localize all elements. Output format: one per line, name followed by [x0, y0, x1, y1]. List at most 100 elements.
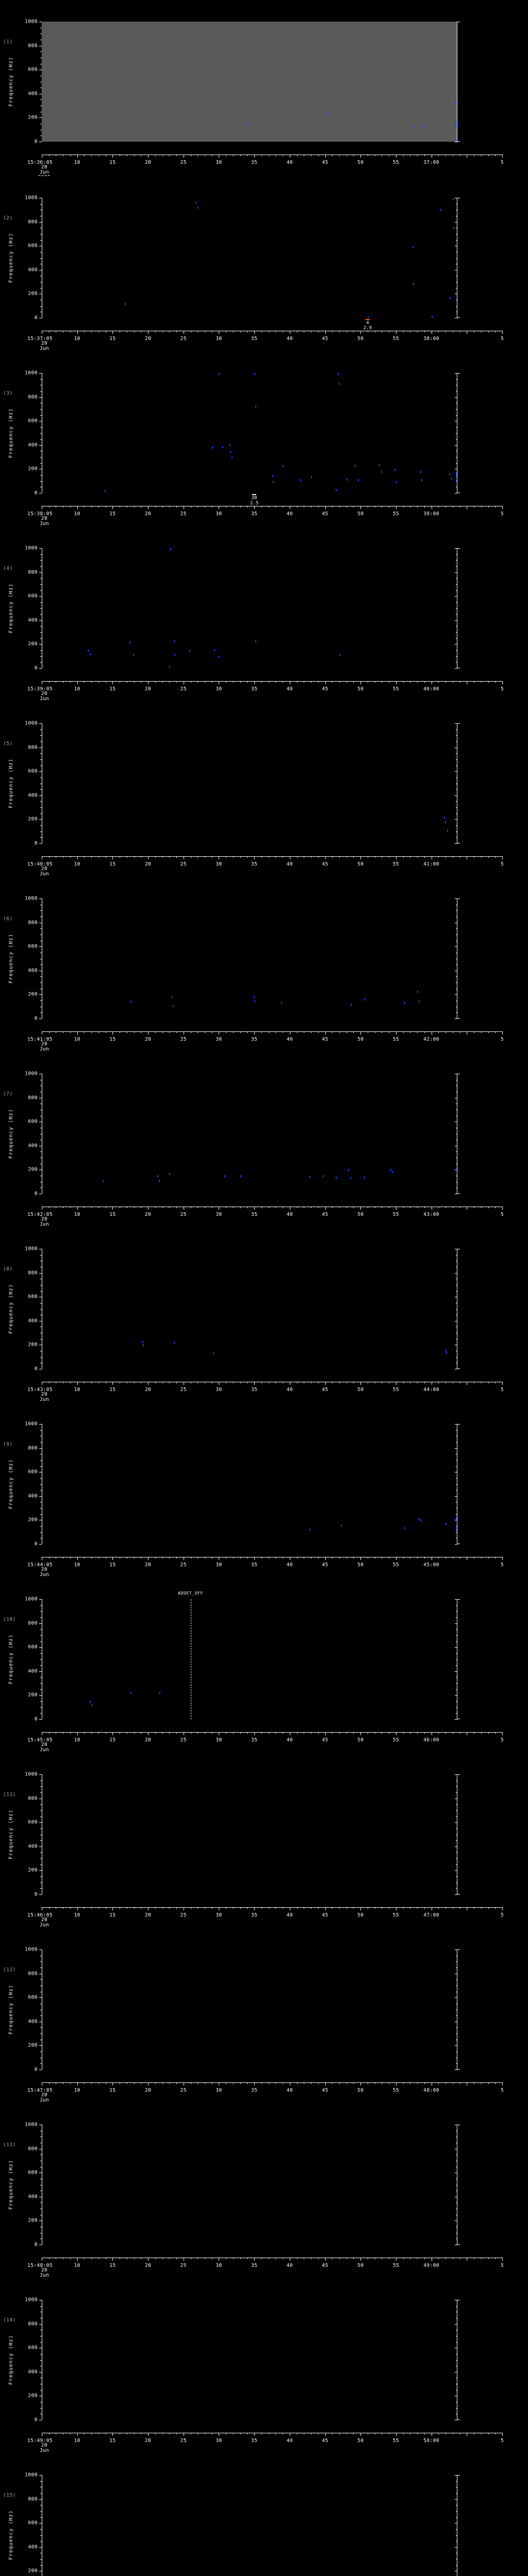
y-axis-minor-tick	[40, 789, 42, 790]
y-axis-minor-tick	[40, 2481, 42, 2482]
time-axis-minor-tick	[488, 1207, 489, 1208]
detection-point	[255, 640, 256, 642]
time-axis-minor-tick	[318, 1382, 319, 1383]
time-axis-minor-tick	[197, 155, 199, 156]
time-axis-minor-tick	[488, 506, 489, 507]
right-axis-tick	[455, 596, 457, 597]
date-stack-line: 20	[41, 1216, 48, 1222]
time-axis-tick-label: 25	[180, 2088, 187, 2093]
time-axis-minor-tick	[353, 1732, 354, 1734]
time-axis-minor-tick	[84, 1907, 85, 1909]
spectrogram-panel: (7) Frequency (Hz) 0 200 400 600 800 1000 15:42:…	[0, 1052, 528, 1232]
time-axis-minute-label: 50:00	[423, 2438, 439, 2444]
time-axis-end-label: 5	[500, 1387, 504, 1393]
time-axis-minor-tick	[353, 681, 354, 683]
time-axis-tick-label: 55	[392, 1562, 400, 1568]
time-axis-tick-label: 30	[216, 1037, 222, 1042]
y-axis-title: Frequency (Hz)	[7, 723, 14, 843]
panel-index-label: (10)	[3, 1617, 16, 1622]
date-stack-line: Jun	[39, 1572, 50, 1578]
time-axis-minor-tick	[261, 1732, 262, 1734]
time-axis-minor-tick	[339, 1732, 340, 1734]
time-axis-tick-label: 20	[144, 1037, 152, 1042]
time-axis-minor-tick	[438, 1732, 439, 1734]
time-axis-minor-tick	[261, 1031, 262, 1033]
detection-point	[157, 1175, 158, 1177]
time-axis-minor-tick	[169, 331, 170, 332]
time-axis-minor-tick	[417, 681, 418, 683]
y-axis-minor-tick	[40, 602, 42, 603]
time-axis-minor-tick	[98, 681, 99, 683]
time-axis-minor-tick	[91, 155, 92, 156]
detection-point	[338, 373, 339, 375]
time-axis-minor-tick	[296, 2082, 298, 2084]
y-axis-minor-tick	[40, 463, 42, 464]
right-axis-bottom-cap	[457, 1018, 460, 1019]
panel-index-label: (8)	[3, 1266, 13, 1272]
panel-index-label: (5)	[3, 741, 13, 747]
panel-index-label: (6)	[3, 916, 13, 922]
time-axis-minor-tick	[417, 1207, 418, 1208]
y-axis-tick-label: 200	[28, 1342, 38, 1348]
y-axis-minor-tick	[40, 1810, 42, 1811]
y-axis-tick-label: 400	[28, 2019, 38, 2025]
y-axis-minor-tick	[40, 1478, 42, 1479]
detection-point	[213, 649, 215, 651]
right-axis-tick	[456, 964, 457, 965]
time-axis-major-tick	[502, 1031, 503, 1035]
detection-point	[394, 468, 396, 471]
time-axis-minor-tick	[98, 1207, 99, 1208]
y-axis-minor-tick	[40, 2033, 42, 2035]
time-axis-minor-tick	[84, 155, 85, 156]
time-axis-minor-tick	[318, 1732, 319, 1734]
time-axis-minor-tick	[91, 856, 92, 858]
time-axis-tick-label: 45	[322, 160, 328, 165]
detection-point	[456, 1517, 457, 1519]
y-axis-minor-tick	[40, 976, 42, 977]
detection-point	[424, 125, 425, 127]
right-axis-tick	[455, 1544, 457, 1545]
y-axis-tick-label: 1000	[25, 1946, 38, 1953]
time-axis-minor-tick	[197, 1732, 199, 1734]
time-axis-minor-tick	[318, 1557, 319, 1558]
time-axis-minor-tick	[70, 2433, 71, 2434]
time-axis-minor-tick	[318, 155, 319, 156]
spectrogram-panel: (1) Frequency (Hz) 0 200 400 600 800 1000 15:36:…	[0, 0, 528, 180]
y-axis-major-tick	[39, 397, 42, 398]
detection-point	[254, 999, 256, 1002]
y-axis-major-tick	[39, 596, 42, 597]
spectrogram-panel: (3) Frequency (Hz) 0 200 400 600 800 1000 20 2.5 1…	[0, 351, 528, 532]
detection-point	[336, 489, 337, 492]
plot-area	[42, 1950, 457, 2070]
time-axis-tick-label: 10	[74, 2438, 80, 2444]
time-axis-minor-tick	[197, 1207, 199, 1208]
y-axis-tick-label: 1000	[25, 19, 38, 25]
value-annotation-line2: 2.9	[363, 326, 372, 331]
detection-point	[390, 1168, 391, 1171]
plot-area	[42, 2475, 457, 2576]
time-axis-tick-label: 55	[392, 861, 400, 867]
detection-point	[364, 1177, 366, 1179]
y-axis-major-tick	[39, 445, 42, 446]
y-axis-tick-label: 800	[28, 43, 38, 49]
plot-area	[42, 1249, 457, 1369]
y-axis-minor-tick	[40, 1792, 42, 1793]
y-axis-major-tick	[39, 373, 42, 374]
time-axis-tick-label: 40	[286, 336, 293, 342]
plot-box	[42, 1599, 457, 1719]
right-axis-tick	[456, 2342, 457, 2343]
y-axis-title: Frequency (Hz)	[7, 899, 14, 1019]
detection-point	[452, 198, 454, 201]
right-axis-tick	[455, 1647, 457, 1648]
right-axis-tick	[455, 445, 457, 446]
time-axis-tick-label: 30	[216, 861, 222, 867]
plot-area	[42, 198, 457, 318]
time-axis-minor-tick	[240, 1382, 241, 1383]
detection-point	[272, 480, 274, 483]
y-axis-tick-label: 800	[28, 1795, 38, 1802]
time-axis-minor-tick	[70, 1732, 71, 1734]
time-axis-minor-tick	[318, 2082, 319, 2084]
time-axis-tick-label: 10	[74, 1737, 80, 1743]
right-axis-tick	[456, 2360, 457, 2361]
right-axis-tick	[455, 1846, 457, 1847]
